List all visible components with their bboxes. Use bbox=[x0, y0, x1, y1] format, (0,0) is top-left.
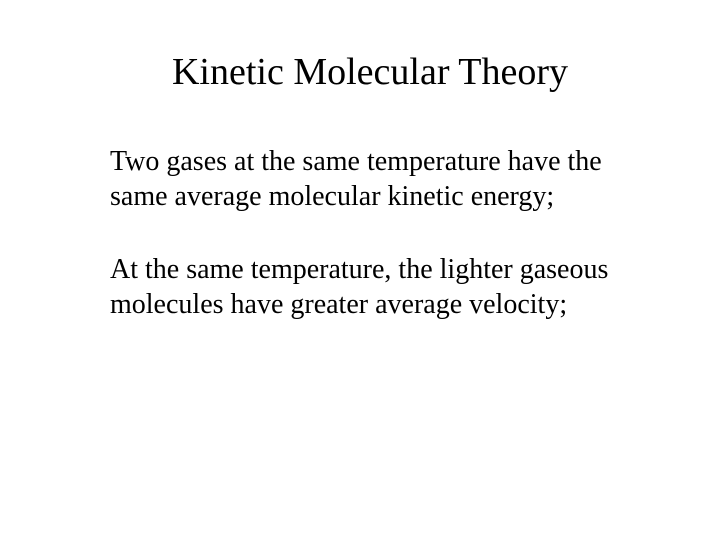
paragraph-2: At the same temperature, the lighter gas… bbox=[110, 252, 620, 322]
paragraph-1: Two gases at the same temperature have t… bbox=[110, 144, 620, 214]
slide-title: Kinetic Molecular Theory bbox=[120, 50, 620, 94]
slide-container: Kinetic Molecular Theory Two gases at th… bbox=[0, 0, 720, 540]
